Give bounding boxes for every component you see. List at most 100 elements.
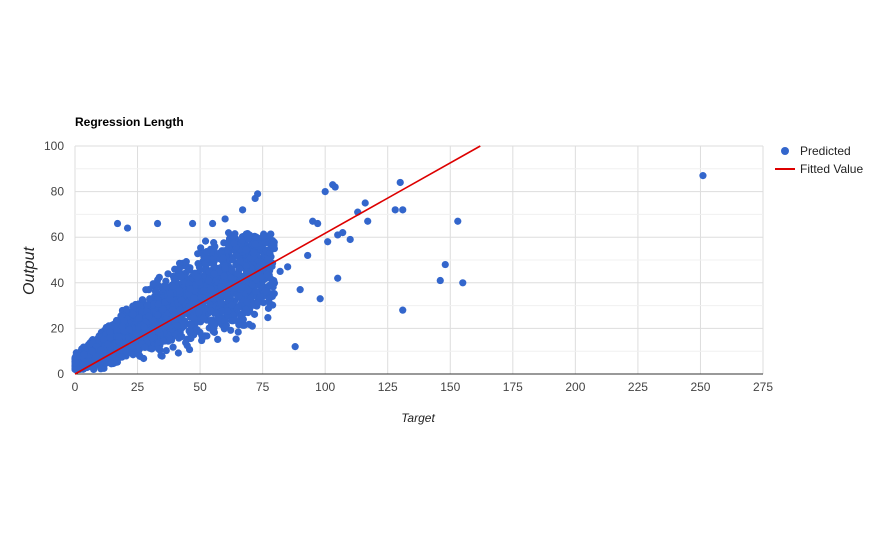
cluster-point [242,262,251,270]
cluster-point [227,326,235,334]
data-point [254,190,262,198]
cluster-point [186,326,194,334]
grid [74,145,764,375]
data-point [699,172,707,180]
cluster-point [152,287,160,295]
legend-label-fitted: Fitted Value [800,162,863,176]
x-tick-label: 175 [503,380,523,394]
cluster-point [234,304,242,312]
cluster-point [162,282,170,291]
cluster-point [210,262,218,270]
cluster-point [115,333,123,341]
x-tick-label: 25 [131,380,145,394]
data-point [399,306,407,314]
data-point [284,263,292,271]
cluster-point [232,335,240,343]
cluster-point [173,322,182,330]
data-point [113,219,122,228]
cluster-point [177,296,186,304]
cluster-point [235,321,243,329]
cluster-point [175,264,184,272]
cluster-point [106,328,114,336]
cluster-point [209,327,217,335]
x-tick-label: 225 [628,380,648,394]
data-point [321,188,329,196]
cluster-point [154,345,162,353]
cluster-point [207,284,215,293]
cluster-point [154,300,162,308]
cluster-point [79,360,87,369]
y-tick-label: 60 [51,230,65,244]
cluster-point [164,270,172,278]
cluster-point [267,230,275,238]
data-point [269,245,277,253]
cluster-point [250,310,259,318]
data-point [436,276,444,285]
cluster-point [125,325,134,334]
cluster-point [210,270,218,278]
data-point [153,219,162,228]
cluster-point [140,323,148,331]
cluster-point [235,264,244,273]
cluster-point [203,248,211,256]
data-point [239,206,247,214]
cluster-point [174,349,182,357]
cluster-point [224,307,232,315]
cluster-point [193,273,201,281]
cluster-point [220,272,228,280]
cluster-point [104,340,112,348]
cluster-point [194,250,202,258]
cluster-point [135,314,143,322]
cluster-point [190,294,198,302]
cluster-point [107,360,115,368]
cluster-point [146,295,154,303]
cluster-point [120,317,128,325]
chart-title: Regression Length [75,115,184,129]
cluster-point [265,298,273,306]
cluster-point [214,335,222,343]
cluster-point [106,334,114,342]
data-point [188,219,197,228]
cluster-point [199,286,208,294]
cluster-point [187,334,195,343]
data-point [314,219,322,228]
cluster-point [190,314,198,322]
tick-labels: 0 25 50 75 100 125 150 175 200 225 250 275 0 20 40 60 80… [44,139,773,394]
cluster-point [252,287,260,296]
cluster-point [228,255,236,263]
cluster-point [72,353,80,361]
cluster-point [207,307,215,315]
x-tick-label: 150 [440,380,460,394]
cluster-point [243,298,251,306]
cluster-point [166,289,174,298]
cluster-point [122,305,130,313]
cluster-point [73,364,81,372]
cluster-point [231,230,239,238]
data-point [276,267,284,275]
cluster-point [128,343,136,351]
cluster-point [140,354,148,363]
cluster-point [162,346,170,355]
cluster-point [258,259,266,267]
cluster-point [238,283,246,291]
legend-label-predicted: Predicted [800,144,851,158]
cluster-point [186,285,195,293]
y-tick-label: 20 [51,321,65,335]
cluster-point [221,264,229,272]
data-point [123,224,132,232]
x-tick-label: 0 [72,380,79,394]
cluster-point [175,287,184,295]
cluster-point [230,239,238,248]
cluster-point [97,365,105,373]
data-point [399,206,407,214]
cluster-point [80,350,88,359]
x-tick-label: 75 [256,380,270,394]
cluster-point [169,282,177,290]
cluster-point [248,281,257,289]
cluster-point [143,301,152,309]
y-tick-label: 40 [51,276,65,290]
cluster-point [187,321,195,329]
cluster-point [264,304,273,312]
cluster-point [201,237,210,245]
cluster-point [148,334,156,342]
